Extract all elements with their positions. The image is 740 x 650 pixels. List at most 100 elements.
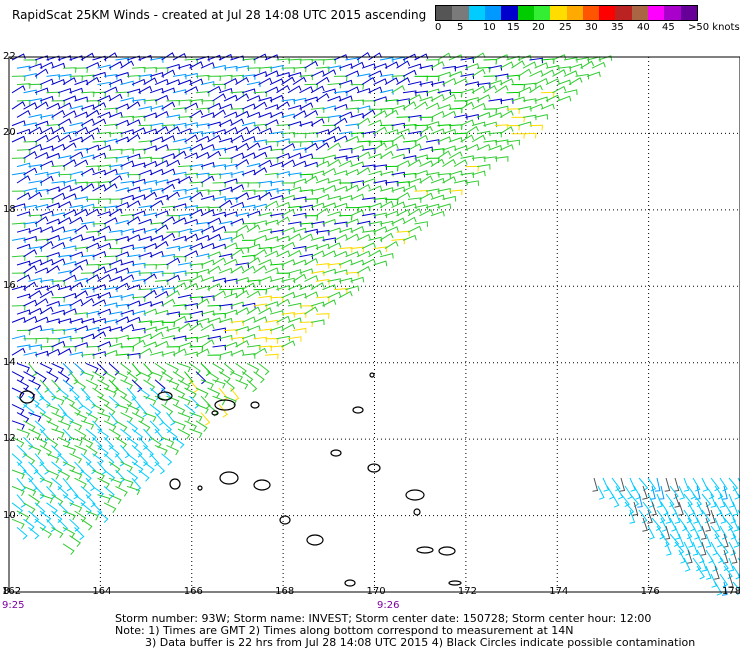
wind-barb — [246, 142, 261, 151]
wind-barb — [39, 412, 52, 424]
wind-barb — [39, 379, 50, 393]
wind-barb — [230, 233, 245, 241]
wind-barb — [483, 156, 497, 162]
wind-barb — [120, 244, 135, 250]
wind-barb — [246, 111, 261, 118]
wind-barb — [34, 436, 48, 448]
wind-barb — [85, 242, 100, 250]
wind-barb — [665, 541, 672, 556]
wind-barb — [258, 328, 272, 335]
wind-barb — [23, 265, 37, 274]
wind-barb — [120, 148, 134, 154]
wind-barb — [719, 493, 726, 508]
wind-barb — [327, 142, 342, 151]
wind-barb — [195, 348, 210, 356]
wind-barb — [23, 140, 38, 147]
wind-barb — [103, 168, 118, 176]
wind-barb — [678, 533, 685, 548]
wind-barb — [115, 485, 128, 497]
wind-barb — [28, 527, 40, 540]
wind-barb — [235, 276, 250, 283]
wind-barb — [46, 518, 56, 533]
wind-barb — [161, 135, 176, 143]
wind-barb — [51, 79, 66, 86]
wind-barb — [154, 290, 169, 299]
wind-barb — [453, 159, 468, 168]
wind-barb — [16, 379, 30, 391]
wind-barb — [126, 420, 139, 433]
wind-barb — [425, 102, 440, 110]
wind-barb — [177, 262, 192, 268]
wind-barb — [62, 308, 77, 315]
wind-barb — [57, 236, 72, 243]
wind-barb — [85, 510, 99, 521]
wind-barb — [120, 115, 135, 122]
wind-barb — [34, 267, 49, 274]
wind-barb — [315, 193, 330, 200]
wind-barb — [402, 124, 417, 130]
wind-barb — [143, 228, 158, 234]
wind-barb — [131, 327, 146, 334]
wind-barb — [665, 509, 672, 524]
island-outline — [306, 534, 324, 546]
wind-barb — [656, 509, 666, 524]
wind-barb — [154, 340, 169, 348]
wind-barb — [39, 197, 54, 204]
wind-barb — [80, 518, 93, 531]
wind-barb — [230, 336, 244, 343]
wind-barb — [687, 533, 694, 548]
wind-barb — [264, 285, 279, 291]
wind-barb — [580, 60, 595, 69]
wind-barb — [69, 351, 84, 358]
wind-barb — [51, 340, 66, 348]
wind-barb — [223, 363, 235, 376]
wind-barb — [184, 58, 199, 65]
wind-barb — [92, 371, 105, 383]
page-title: RapidScat 25KM Winds - created at Jul 28… — [12, 8, 427, 22]
wind-barb — [62, 363, 74, 376]
wind-barb — [23, 72, 38, 79]
wind-barb — [299, 268, 314, 274]
wind-barb — [402, 172, 417, 179]
wind-barb — [419, 64, 434, 71]
wind-barb — [212, 147, 226, 154]
wind-barb — [651, 517, 662, 532]
wind-barb — [322, 88, 337, 94]
wind-barb — [333, 75, 348, 82]
wind-barb — [189, 322, 203, 332]
wind-barb — [407, 208, 422, 217]
wind-barb — [184, 420, 198, 431]
wind-barb — [437, 104, 452, 110]
wind-barb — [499, 144, 514, 151]
wind-barb — [511, 96, 526, 103]
wind-barb — [723, 517, 734, 532]
wind-barb — [235, 110, 250, 118]
wind-barb — [241, 121, 256, 128]
legend-swatch — [615, 6, 632, 20]
wind-barb — [115, 469, 126, 483]
wind-barb — [138, 333, 153, 340]
wind-barb — [540, 91, 555, 98]
wind-barb — [177, 213, 192, 219]
wind-barb — [299, 233, 314, 241]
wind-barb — [92, 266, 107, 274]
wind-barb — [149, 420, 160, 434]
wind-barb — [287, 205, 302, 212]
wind-barb — [108, 111, 123, 118]
wind-barb — [333, 117, 348, 127]
wind-barb — [710, 525, 720, 540]
wind-barb — [46, 202, 61, 209]
wind-barb — [154, 444, 168, 455]
wind-barb — [184, 86, 199, 94]
wind-barb — [327, 82, 341, 89]
wind-barb — [138, 205, 152, 211]
wind-barb — [11, 285, 26, 292]
wind-barb — [299, 222, 314, 229]
wind-barb — [115, 420, 128, 432]
wind-barb — [223, 309, 238, 316]
wind-barb — [327, 114, 341, 121]
wind-barb — [166, 346, 181, 352]
wind-barb — [69, 75, 84, 81]
wind-barb — [143, 160, 158, 168]
wind-barb — [292, 259, 307, 266]
